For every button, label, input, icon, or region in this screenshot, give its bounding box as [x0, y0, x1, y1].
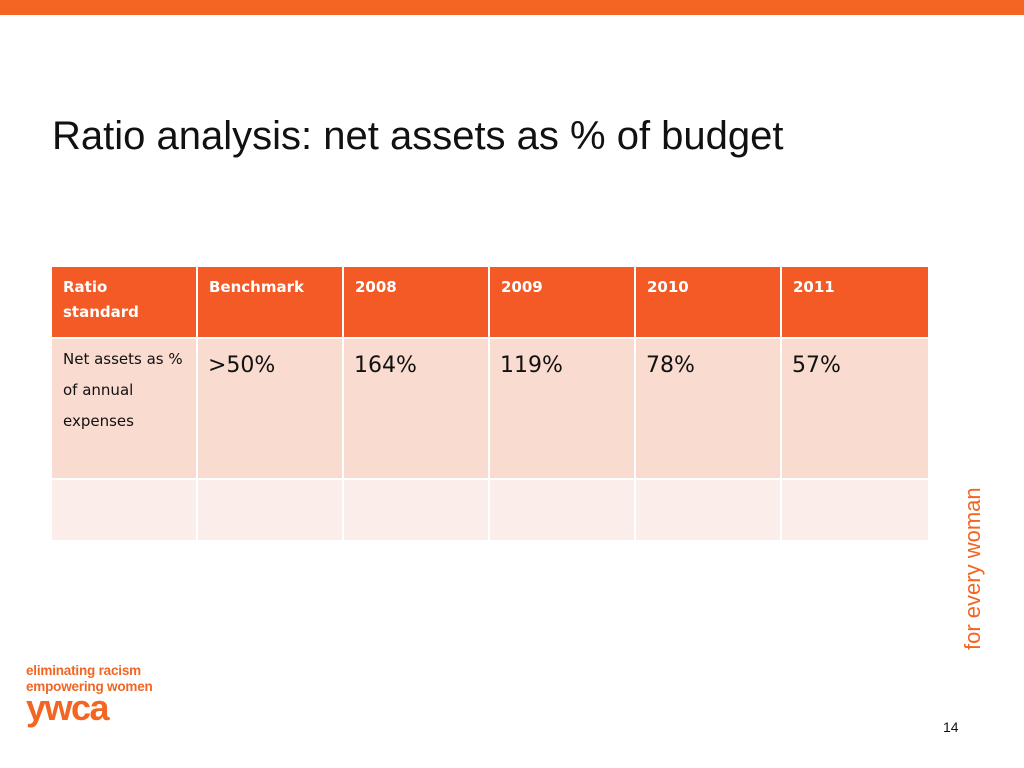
empty-cell — [196, 478, 344, 542]
header-ratio-standard: Ratio standard — [50, 265, 198, 339]
row-label-cell: Net assets as % of annual expenses — [50, 337, 198, 480]
header-2009: 2009 — [488, 265, 636, 339]
header-2010: 2010 — [634, 265, 782, 339]
header-2011: 2011 — [780, 265, 930, 339]
slide-title: Ratio analysis: net assets as % of budge… — [52, 114, 784, 158]
page-number: 14 — [943, 719, 959, 735]
value-2011-cell: 57% — [780, 337, 930, 480]
logo-line-eliminating-racism: eliminating racism — [26, 663, 141, 678]
logo-line-empowering-women: empowering women — [26, 679, 153, 694]
value-2009-cell: 119% — [488, 337, 636, 480]
empty-cell — [634, 478, 782, 542]
table-header-row: Ratio standard Benchmark 2008 2009 2010 … — [50, 265, 930, 339]
top-accent-bar — [0, 0, 1024, 15]
header-2008: 2008 — [342, 265, 490, 339]
ywca-logo: eliminating racism empowering women ywca — [26, 663, 153, 728]
empty-cell — [342, 478, 490, 542]
value-2010-cell: 78% — [634, 337, 782, 480]
value-2008-cell: 164% — [342, 337, 490, 480]
empty-cell — [780, 478, 930, 542]
benchmark-cell: >50% — [196, 337, 344, 480]
table-row — [50, 478, 930, 542]
empty-cell — [50, 478, 198, 542]
tagline-vertical: for every woman — [960, 487, 985, 650]
empty-cell — [488, 478, 636, 542]
ratio-table: Ratio standard Benchmark 2008 2009 2010 … — [50, 265, 930, 542]
table-row: Net assets as % of annual expenses >50% … — [50, 337, 930, 480]
logo-wordmark: ywca — [26, 687, 110, 728]
header-benchmark: Benchmark — [196, 265, 344, 339]
